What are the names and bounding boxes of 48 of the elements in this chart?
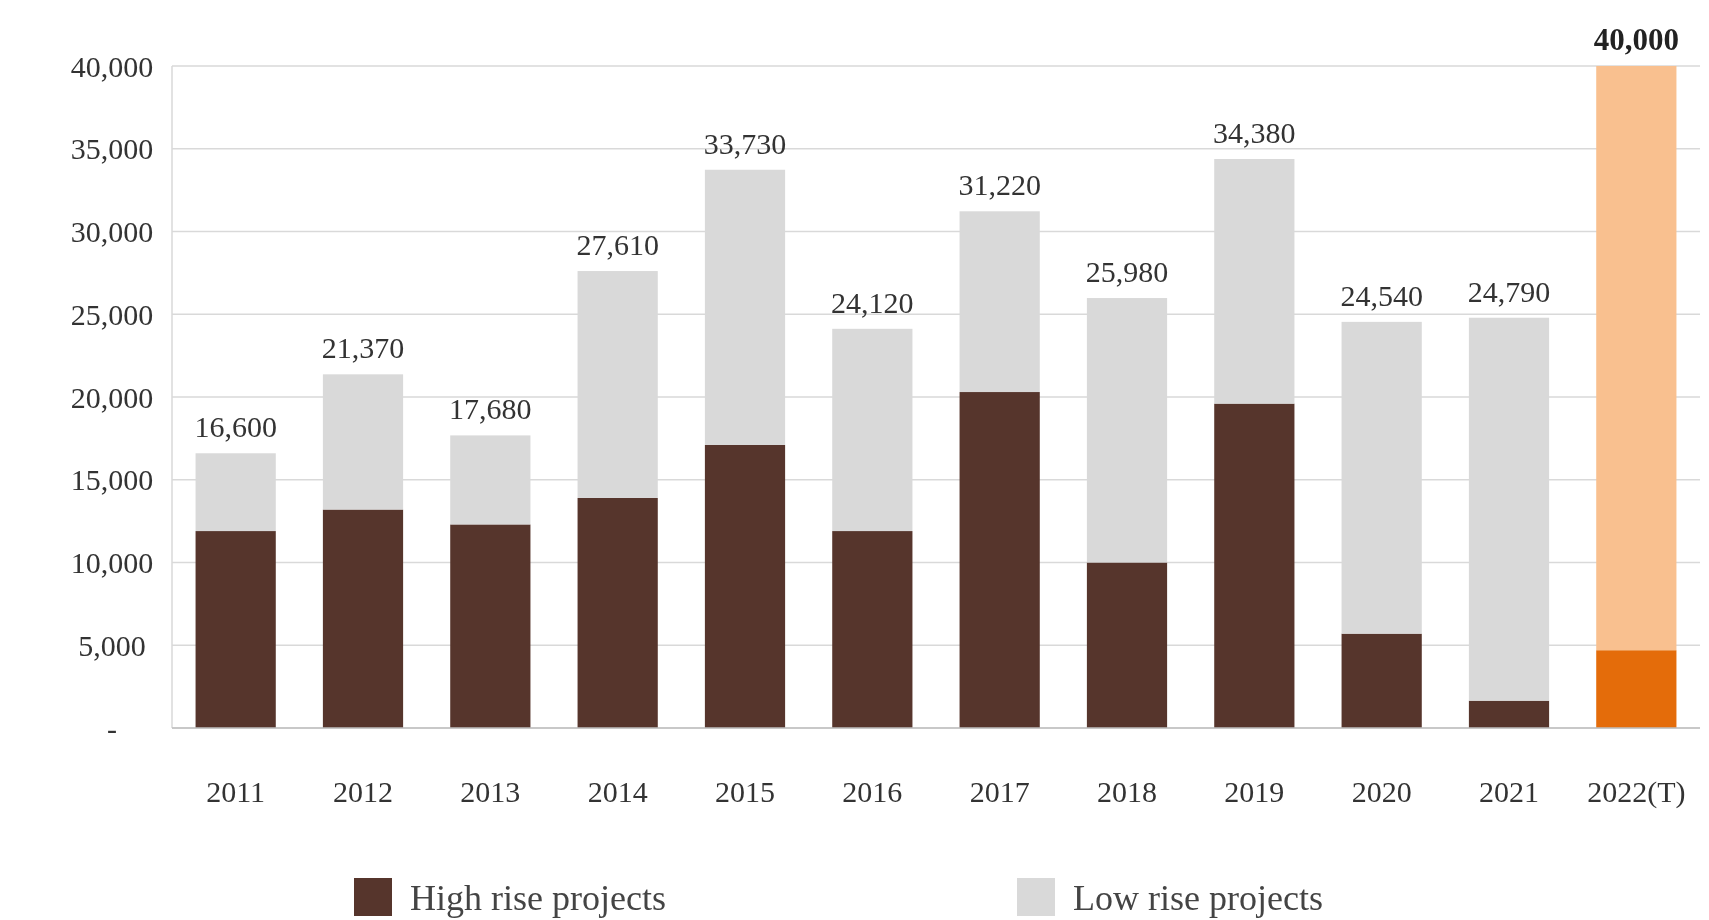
bar [1596,650,1677,728]
x-tick-label: 2021 [1479,775,1539,808]
bar [959,392,1040,728]
total-label: 17,680 [449,392,532,426]
bar [704,445,786,728]
y-tick-label: - [107,711,117,745]
bar [322,509,404,728]
bar [195,531,276,728]
bar [1214,403,1295,728]
y-tick-label: 5,000 [78,628,146,662]
y-tick-label: 20,000 [70,380,154,414]
y-tick-label: 10,000 [70,546,154,579]
y-tick-label: 35,000 [70,132,154,166]
y-tick-label: 15,000 [70,463,154,497]
x-tick-label: 2017 [969,775,1030,808]
bar [1341,633,1422,728]
x-tick-label: 2019 [1224,775,1285,808]
legend-label: High rise projects [410,877,666,918]
total-label: 27,610 [576,228,659,262]
total-label: 24,790 [1467,274,1551,308]
total-label: 24,120 [831,285,914,319]
bar [450,524,531,728]
legend-label: Low rise projects [1073,877,1323,918]
x-tick-label: 2014 [587,775,648,808]
bar [1468,700,1550,728]
y-tick-label: 30,000 [70,215,154,248]
total-label: 25,980 [1085,255,1169,289]
x-tick-label: 2016 [842,775,903,808]
x-tick-label: 2011 [206,775,266,808]
total-label: 33,730 [703,126,787,160]
total-label: 31,220 [958,168,1041,202]
total-label: 21,370 [321,331,405,365]
bar [832,531,913,728]
x-tick-label: 2022(T) [1587,775,1686,809]
x-tick-label: 2018 [1097,775,1157,808]
bar [1086,562,1168,728]
x-tick-label: 2012 [333,775,393,808]
total-label: 16,600 [194,410,277,444]
x-tick-label: 2013 [460,775,521,808]
total-label: 40,000 [1593,22,1679,57]
total-label: 24,540 [1340,278,1423,312]
y-tick-label: 25,000 [70,297,154,331]
y-tick-label: 40,000 [70,49,154,83]
x-tick-label: 2015 [715,775,775,808]
bar [577,497,658,728]
bar [1596,66,1677,651]
x-tick-label: 2020 [1351,775,1412,808]
total-label: 34,380 [1213,116,1296,150]
